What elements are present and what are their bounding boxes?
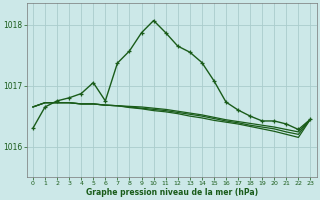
X-axis label: Graphe pression niveau de la mer (hPa): Graphe pression niveau de la mer (hPa) <box>86 188 258 197</box>
